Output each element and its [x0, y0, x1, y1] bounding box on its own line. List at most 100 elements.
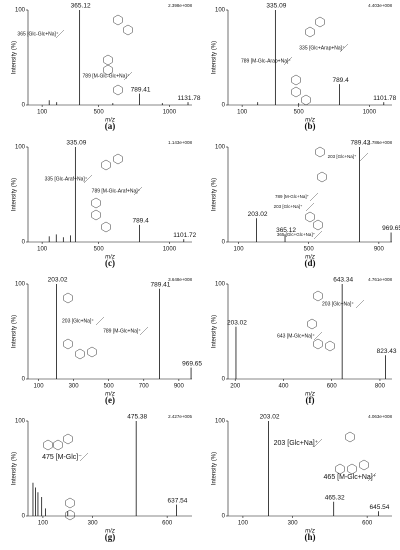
structure-ring: [65, 497, 75, 509]
fragment-annotation: 789 [M-Glc-Glc+Na]⁺: [83, 73, 130, 79]
intensity-scale: 1.786e+008: [368, 140, 392, 145]
fragment-arrow: [305, 202, 315, 212]
structure-ring: [65, 509, 75, 521]
x-tick-label: 100: [37, 247, 48, 253]
structure-ring: [313, 219, 323, 231]
fragment-arrow: [339, 43, 349, 53]
spectrum-panel: 0 100 100 300 500 700 900 m/z Intensity (%) 3.648…: [12, 277, 203, 405]
y-tick-label: 0: [222, 514, 226, 520]
spectrum-panel: 0 100 100 500 1000 m/z Intensity (%) 2.398e+008…: [12, 3, 201, 131]
peak-label: 365.12: [71, 3, 91, 10]
structure-ring: [63, 292, 73, 304]
x-tick-label: 600: [362, 521, 373, 527]
x-tick-label: 300: [288, 521, 299, 527]
x-axis-label: m/z: [105, 529, 115, 535]
spectrum-panel: 0 100 100 500 900 m/z Intensity (%) 1.786e+008 (…: [212, 140, 400, 268]
peak-label: 335.09: [66, 140, 86, 147]
y-tick-label: 0: [22, 514, 26, 520]
peak-label: 203.02: [260, 414, 280, 421]
peak-label: 465.32: [325, 494, 345, 501]
x-tick-label: 900: [174, 384, 185, 390]
intensity-scale: 4.063e+008: [368, 414, 392, 419]
y-tick-label: 100: [215, 282, 226, 288]
panel-label: (f): [306, 395, 315, 405]
intensity-scale: 1.143e+008: [168, 140, 192, 145]
x-tick-label: 1000: [363, 110, 377, 116]
fragment-annotation: 789 [M-Glc-Arap+Na]⁺: [241, 58, 291, 64]
panel-label: (a): [105, 121, 116, 131]
structure-ring: [101, 159, 111, 171]
x-axis-label: m/z: [105, 118, 115, 124]
structure-ring: [305, 211, 315, 223]
structure-ring: [315, 16, 325, 28]
structure-ring: [313, 290, 323, 302]
fragment-arrow: [313, 230, 323, 240]
peak-label: 1101.72: [173, 232, 196, 239]
structure-ring: [291, 74, 301, 86]
structure-ring: [313, 338, 323, 350]
structure-ring: [291, 86, 301, 98]
x-tick-label: 500: [104, 384, 115, 390]
fragment-annotation: 203 [Glc+Na]⁺: [62, 318, 94, 324]
x-tick-label: 800: [375, 384, 386, 390]
structure-ring: [103, 64, 113, 76]
peak-label: 789.4: [132, 218, 149, 225]
fragment-annotation: 203 [Glc+Na]⁺: [274, 440, 319, 447]
structure-ring: [113, 84, 123, 96]
x-axis-label: m/z: [105, 255, 115, 261]
panel-label: (d): [305, 258, 316, 268]
intensity-scale: 3.648e+008: [168, 277, 192, 282]
panel-label: (g): [105, 532, 116, 542]
x-tick-label: 100: [34, 384, 45, 390]
intensity-scale: 4.403e+008: [368, 3, 392, 8]
structure-ring: [113, 14, 123, 26]
x-tick-label: 100: [38, 521, 49, 527]
peak-label: 335.09: [266, 3, 286, 10]
structure-ring: [359, 459, 369, 471]
y-tick-label: 100: [215, 8, 226, 14]
x-tick-label: 100: [238, 521, 249, 527]
x-axis-label: m/z: [105, 392, 115, 398]
y-tick-label: 100: [15, 419, 26, 425]
peak-label: 637.54: [168, 497, 188, 504]
fragment-annotation: 365 [Glc+Glc+Na]⁺: [277, 232, 316, 237]
structure-ring: [345, 431, 355, 443]
y-axis-label: Intensity (%): [12, 178, 18, 211]
fragment-arrow: [83, 174, 93, 184]
fragment-arrow: [355, 299, 365, 309]
y-axis-label: Intensity (%): [212, 315, 218, 348]
spectrum-panel: 0 100 100 300 600 m/z Intensity (%) 4.063e+008 (…: [212, 414, 393, 542]
fragment-arrow: [367, 472, 377, 482]
structure-ring: [91, 197, 101, 209]
spectrum-panel: 0 100 100 500 1000 m/z Intensity (%) 1.143e+008…: [12, 140, 197, 268]
structure-ring: [317, 171, 327, 183]
structure-ring: [87, 346, 97, 358]
y-axis-label: Intensity (%): [12, 41, 18, 74]
x-tick-label: 100: [234, 247, 245, 253]
panel-label: (h): [305, 532, 316, 542]
x-tick-label: 400: [278, 384, 289, 390]
x-tick-label: 700: [139, 384, 150, 390]
y-axis-label: Intensity (%): [12, 315, 18, 348]
x-axis-label: m/z: [305, 255, 315, 261]
fragment-annotation: 465 [M-Glc+Na]⁺: [324, 474, 377, 481]
y-tick-label: 100: [15, 8, 26, 14]
y-tick-label: 0: [222, 103, 226, 109]
panel-label: (e): [105, 395, 115, 405]
fragment-arrow: [313, 438, 323, 448]
fragment-annotation: 203 [Glc+Na]⁺: [274, 204, 303, 209]
structure-ring: [43, 439, 53, 451]
x-tick-label: 200: [230, 384, 241, 390]
structure-ring: [315, 146, 325, 158]
spectrum-panel: 0 100 200 400 600 800 m/z Intensity (%) 4.761e+0…: [212, 277, 397, 405]
peak-label: 789.41: [151, 281, 171, 288]
structure-ring: [113, 153, 123, 165]
y-tick-label: 100: [215, 419, 226, 425]
structure-ring: [301, 94, 311, 106]
spectrum-panel: 0 100 100 500 1000 m/z Intensity (%) 4.403e+008…: [212, 3, 397, 131]
fragment-annotation: 789 [M-Glc+Na]⁺: [275, 194, 310, 199]
structure-ring: [63, 433, 73, 445]
panel-label: (b): [305, 121, 316, 131]
y-tick-label: 0: [222, 240, 226, 246]
